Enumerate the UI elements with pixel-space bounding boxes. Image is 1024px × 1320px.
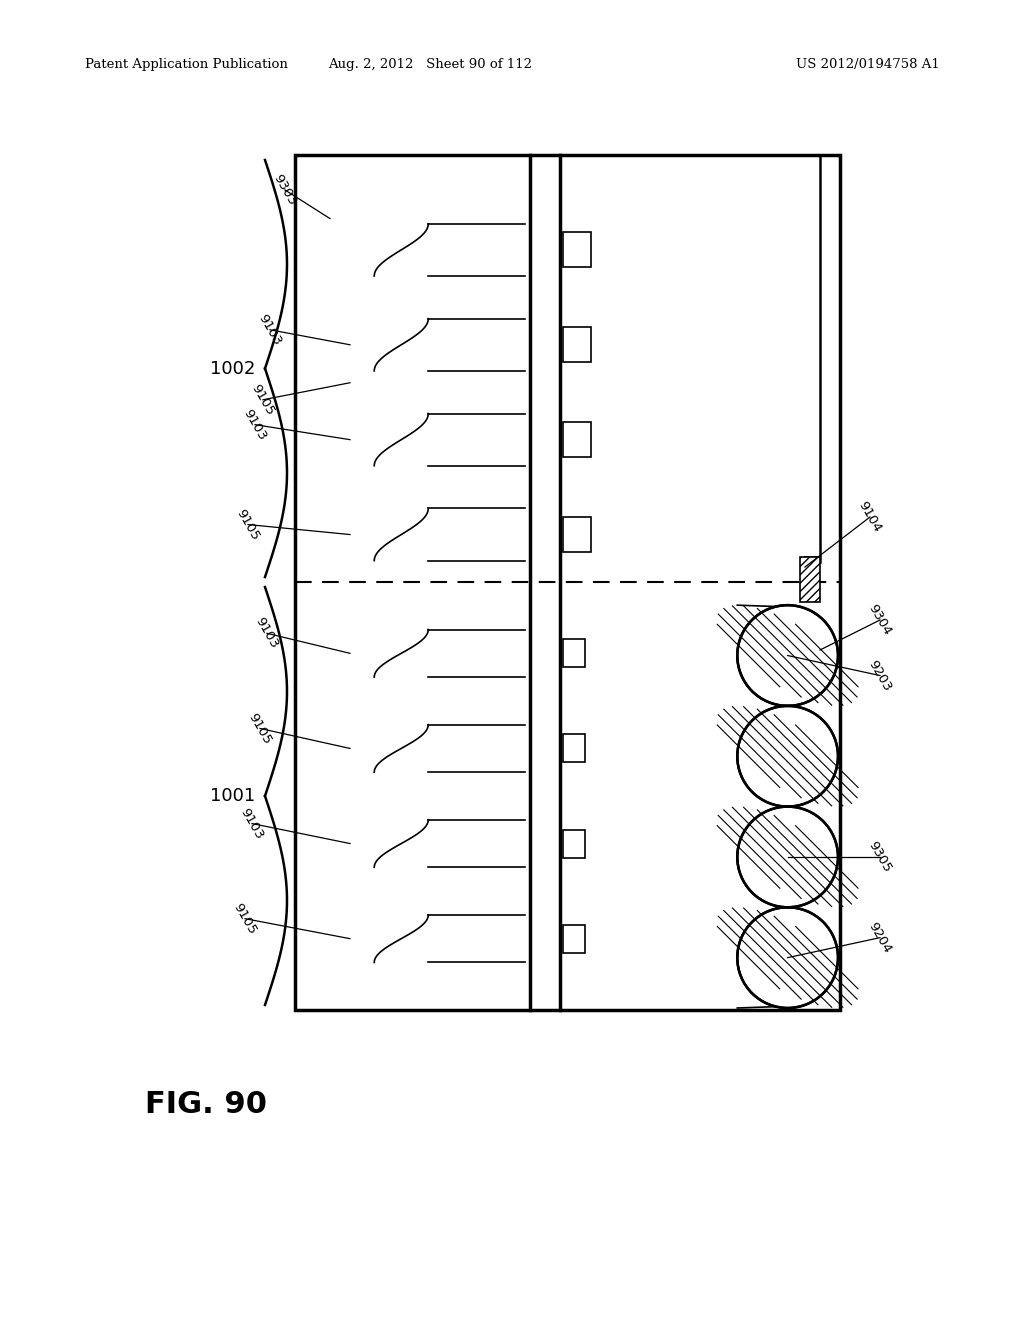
Text: 9105: 9105	[233, 507, 262, 543]
Bar	[800, 557, 820, 602]
Text: 1002: 1002	[210, 359, 255, 378]
Bar	[563, 422, 591, 457]
Text: 9103: 9103	[253, 615, 281, 651]
Circle shape	[737, 605, 838, 706]
Text: 1001: 1001	[210, 787, 255, 805]
Text: 9305: 9305	[866, 840, 894, 875]
Circle shape	[737, 907, 838, 1008]
Bar	[563, 639, 585, 668]
Text: 9204: 9204	[866, 920, 894, 956]
Bar	[563, 829, 585, 858]
Text: Aug. 2, 2012   Sheet 90 of 112: Aug. 2, 2012 Sheet 90 of 112	[328, 58, 532, 71]
Text: US 2012/0194758 A1: US 2012/0194758 A1	[797, 58, 940, 71]
Circle shape	[737, 706, 838, 807]
Text: 9105: 9105	[246, 710, 274, 746]
Bar	[563, 734, 585, 763]
Bar	[563, 925, 585, 953]
Bar	[563, 517, 591, 552]
Text: 9105: 9105	[249, 381, 278, 417]
Text: 9103: 9103	[241, 407, 269, 442]
Text: 9103: 9103	[256, 312, 284, 347]
Text: 9104: 9104	[856, 499, 884, 535]
Text: 9103: 9103	[238, 805, 266, 841]
Text: FIG. 90: FIG. 90	[145, 1090, 267, 1119]
Bar	[563, 232, 591, 268]
Text: Patent Application Publication: Patent Application Publication	[85, 58, 288, 71]
Bar	[563, 327, 591, 362]
Bar	[295, 154, 840, 1010]
Text: 9303: 9303	[271, 172, 299, 207]
Circle shape	[737, 807, 838, 907]
Text: 9105: 9105	[231, 900, 259, 936]
Text: 9304: 9304	[866, 602, 894, 638]
Text: 9203: 9203	[866, 657, 894, 693]
